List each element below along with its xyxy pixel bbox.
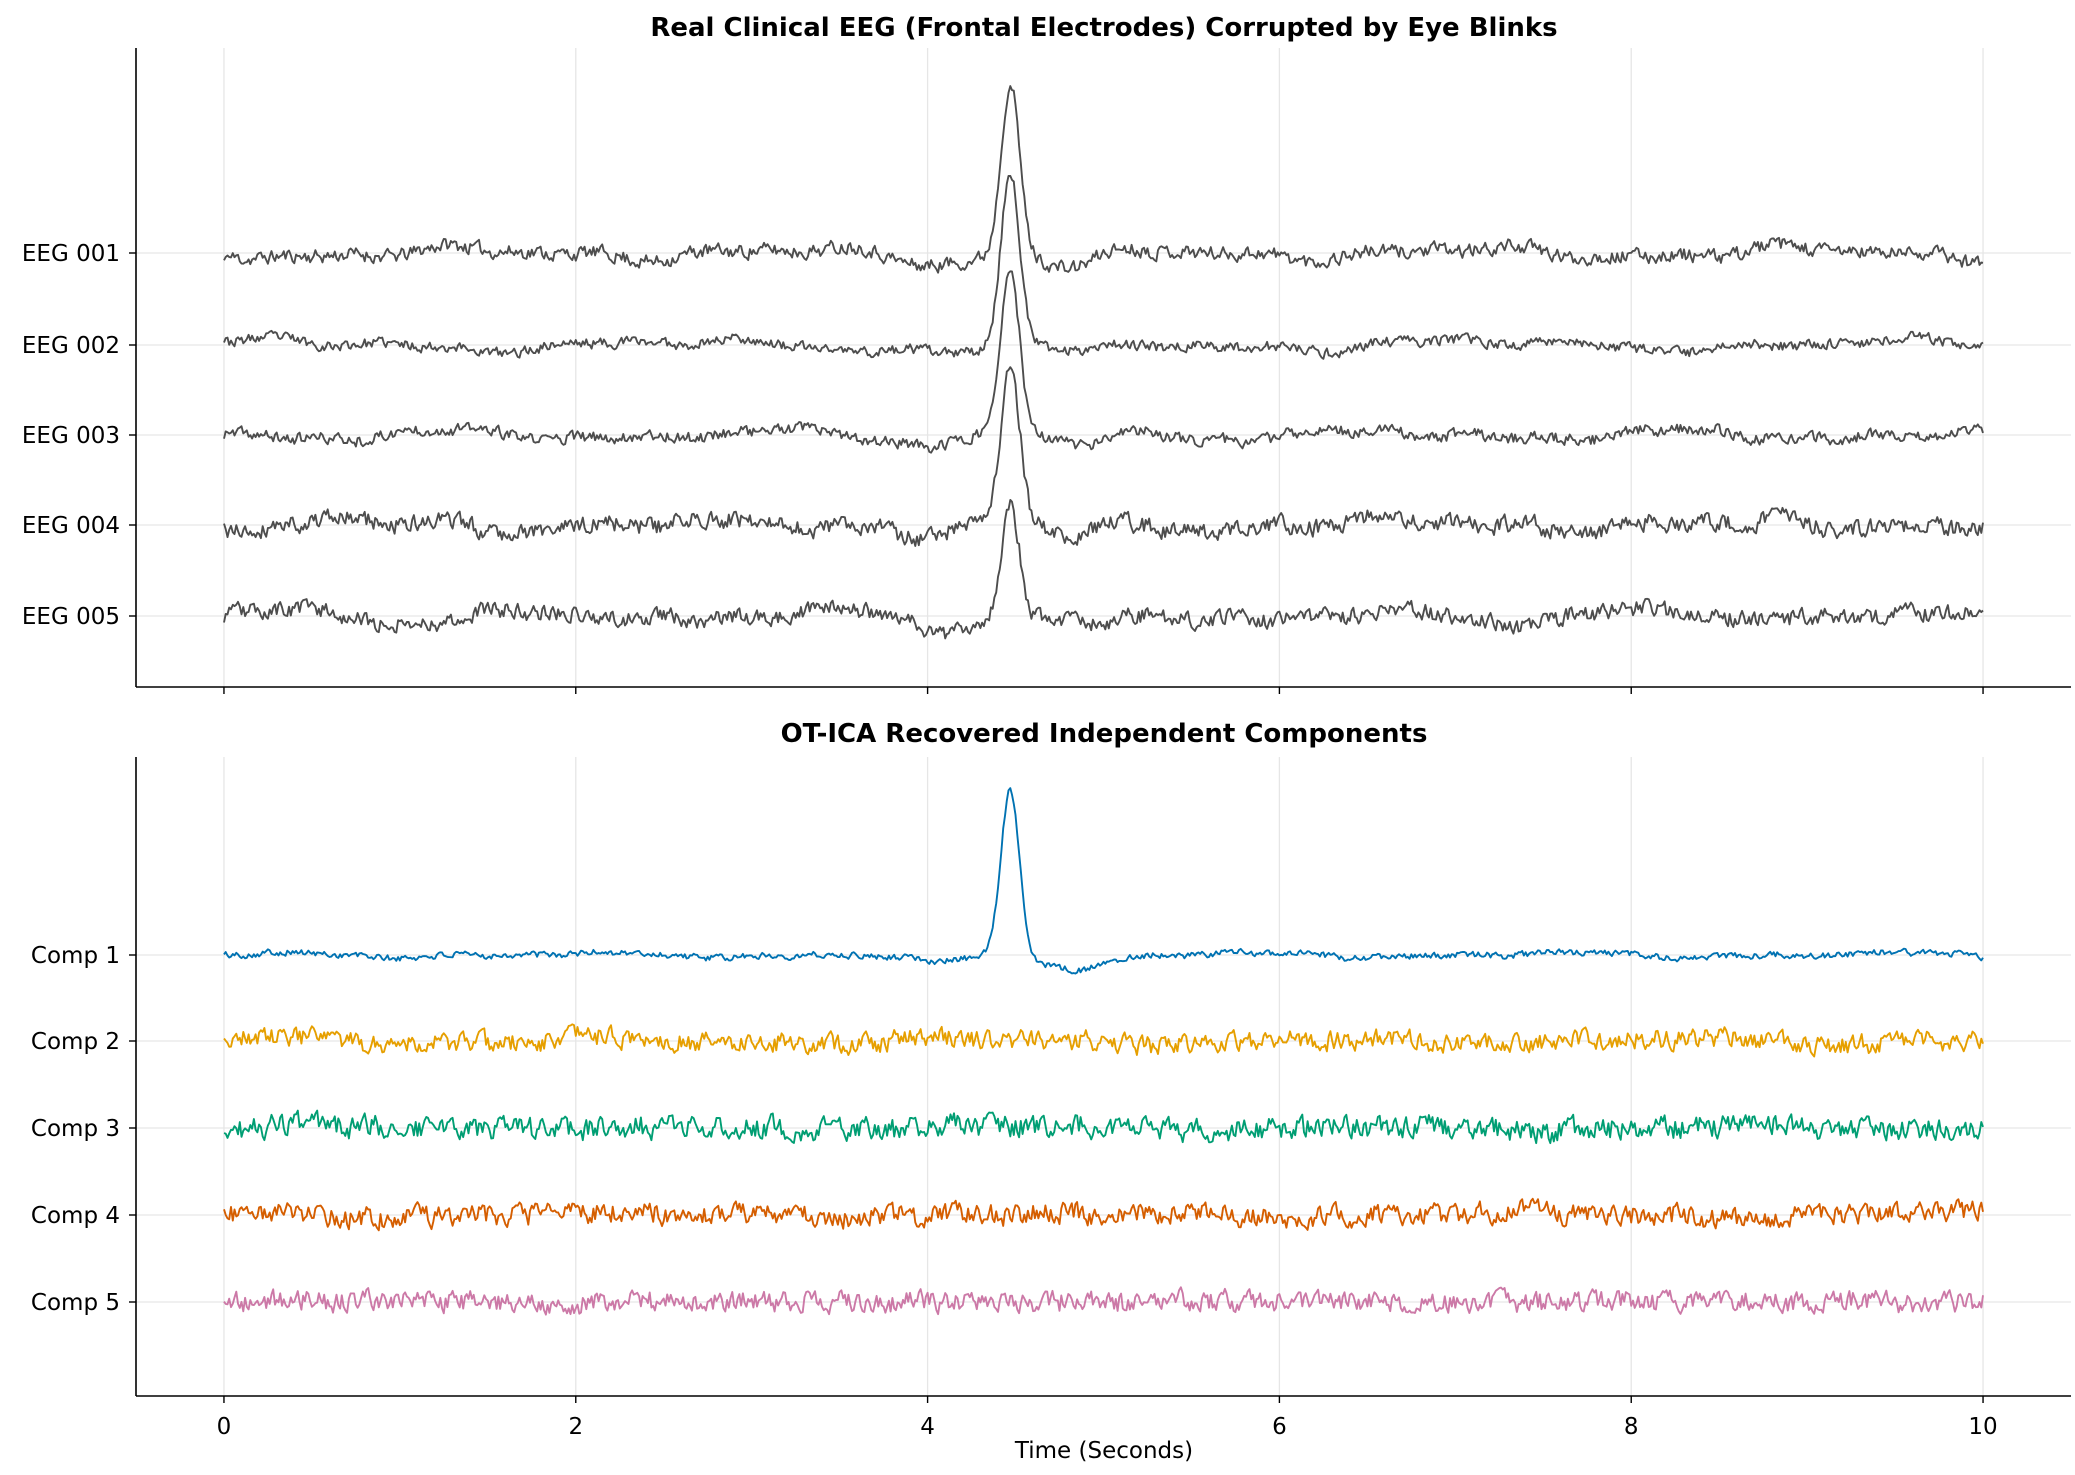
series-line-comp-1 <box>223 787 1984 975</box>
series-line-eeg-004 <box>223 366 1984 547</box>
y-tick-label: Comp 4 <box>31 1203 120 1229</box>
eeg-series <box>223 85 1984 640</box>
components-axes <box>129 757 2071 1403</box>
components-panel: OT-ICA Recovered Independent Components … <box>31 719 2071 1464</box>
y-tick-label: EEG 003 <box>22 423 120 449</box>
eeg-chart-title: Real Clinical EEG (Frontal Electrodes) C… <box>650 13 1557 43</box>
x-tick-label: 0 <box>217 1414 232 1440</box>
x-tick-label: 10 <box>1968 1414 1997 1440</box>
eeg-gridlines <box>136 48 2071 687</box>
components-series <box>223 787 1984 1316</box>
series-line-eeg-002 <box>223 174 1984 360</box>
y-tick-label: EEG 002 <box>22 333 120 359</box>
y-tick-label: Comp 1 <box>31 943 120 969</box>
y-tick-label: Comp 3 <box>31 1116 120 1142</box>
eeg-y-tick-labels: EEG 001 EEG 002 EEG 003 EEG 004 EEG 005 <box>22 241 120 630</box>
y-tick-label: EEG 001 <box>22 241 120 267</box>
y-tick-label: EEG 004 <box>22 513 120 539</box>
y-tick-label: Comp 5 <box>31 1290 120 1316</box>
components-y-tick-labels: Comp 1 Comp 2 Comp 3 Comp 4 Comp 5 <box>31 943 120 1316</box>
series-line-eeg-005 <box>223 498 1984 640</box>
series-line-comp-3 <box>223 1109 1984 1145</box>
series-line-eeg-003 <box>223 270 1984 454</box>
series-line-eeg-001 <box>223 85 1984 274</box>
eeg-panel: Real Clinical EEG (Frontal Electrodes) C… <box>22 13 2071 694</box>
x-axis-label: Time (Seconds) <box>1014 1438 1193 1464</box>
components-chart-title: OT-ICA Recovered Independent Components <box>781 719 1428 749</box>
y-tick-label: EEG 005 <box>22 604 120 630</box>
eeg-axes <box>129 48 2071 694</box>
series-line-comp-5 <box>223 1286 1984 1316</box>
components-x-tick-labels: 0 2 4 6 8 10 <box>217 1414 1998 1440</box>
x-tick-label: 2 <box>568 1414 583 1440</box>
series-line-comp-4 <box>223 1197 1984 1232</box>
series-line-comp-2 <box>223 1023 1984 1058</box>
x-tick-label: 4 <box>920 1414 935 1440</box>
x-tick-label: 6 <box>1272 1414 1287 1440</box>
x-tick-label: 8 <box>1624 1414 1639 1440</box>
y-tick-label: Comp 2 <box>31 1029 120 1055</box>
